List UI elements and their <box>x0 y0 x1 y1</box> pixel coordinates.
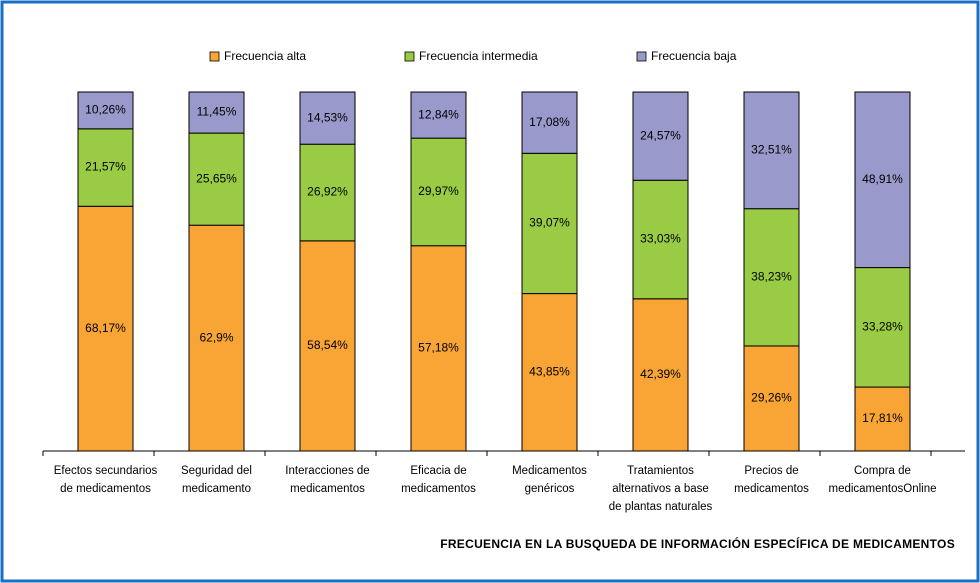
data-label: 17,81% <box>862 411 903 425</box>
x-tick-label: Tratamientos alternativos a base de plan… <box>608 465 713 513</box>
data-label: 43,85% <box>529 364 570 378</box>
bar-segment <box>188 91 245 134</box>
legend-label: Frecuencia intermedia <box>419 49 538 63</box>
bar-segment <box>743 91 800 210</box>
data-label: 21,57% <box>85 160 126 174</box>
data-label: 17,08% <box>529 115 570 129</box>
data-label: 68,17% <box>85 321 126 335</box>
bar-segment <box>299 240 356 452</box>
legend-label: Frecuencia alta <box>224 49 306 63</box>
x-tick-label: Precios de medicamentos <box>734 465 809 495</box>
data-label: 25,65% <box>196 171 237 185</box>
bar-segment <box>77 91 134 130</box>
legend-swatch <box>636 51 647 62</box>
data-label: 39,07% <box>529 216 570 230</box>
data-label: 12,84% <box>418 107 459 121</box>
bar-segment <box>632 91 689 181</box>
data-label: 26,92% <box>307 185 348 199</box>
data-label: 57,18% <box>418 341 459 355</box>
x-tick-label: Compra de medicamentosOnline <box>828 465 937 495</box>
bar-segment <box>854 386 911 452</box>
data-label: 62,9% <box>199 330 233 344</box>
x-tick-label: Interacciones de medicamentos <box>285 465 370 495</box>
bar-segment <box>854 267 911 388</box>
bar-segment <box>410 137 467 247</box>
bar-segment <box>188 132 245 226</box>
data-label: 29,26% <box>751 391 792 405</box>
data-label: 48,91% <box>862 172 903 186</box>
data-label: 42,39% <box>640 367 681 381</box>
bar-segment <box>77 128 134 207</box>
bar-segment <box>632 179 689 300</box>
x-tick-label: Eficacia de medicamentos <box>401 465 476 495</box>
legend-swatch <box>404 51 415 62</box>
bar-segment <box>521 293 578 452</box>
data-label: 38,23% <box>751 270 792 284</box>
bar-segment <box>854 91 911 269</box>
data-label: 24,57% <box>640 128 681 142</box>
bar-segment <box>521 152 578 295</box>
x-tick-label: Medicamentos genéricos <box>512 465 587 495</box>
data-label: 33,28% <box>862 319 903 333</box>
bar-segment <box>410 245 467 452</box>
data-label: 10,26% <box>85 103 126 117</box>
data-label: 14,53% <box>307 110 348 124</box>
legend-swatch <box>209 51 220 62</box>
data-label: 29,97% <box>418 184 459 198</box>
data-label: 11,45% <box>197 105 237 119</box>
bar-segment <box>299 91 356 145</box>
data-label: 33,03% <box>640 232 681 246</box>
x-tick-label: Efectos secundarios de medicamentos <box>53 465 158 495</box>
bar-segment <box>410 91 467 139</box>
bar-segment <box>299 143 356 242</box>
data-label: 32,51% <box>751 143 792 157</box>
chart-title: FRECUENCIA EN LA BUSQUEDA DE INFORMACIÓN… <box>440 536 955 551</box>
bar-segment <box>77 205 134 452</box>
bar-segment <box>743 208 800 347</box>
bar-segment <box>188 224 245 452</box>
data-label: 58,54% <box>307 338 348 352</box>
bar-segment <box>521 91 578 154</box>
x-tick-label: Seguridad del medicamento <box>181 465 252 495</box>
legend-label: Frecuencia baja <box>651 49 737 63</box>
bar-segment <box>632 298 689 452</box>
